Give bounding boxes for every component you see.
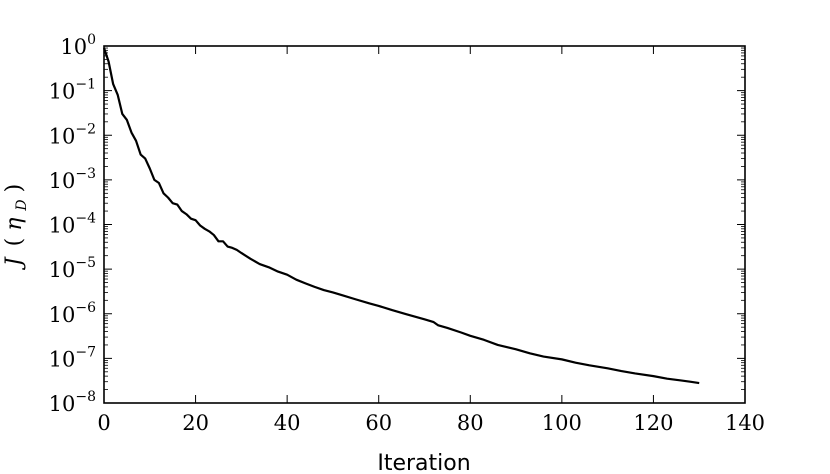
y-tick-label: 100 xyxy=(60,32,96,59)
y-axis-label-subscript: D xyxy=(14,199,30,211)
x-tick-label: 60 xyxy=(365,411,392,435)
ticks-layer xyxy=(103,45,746,404)
y-tick-label: 10−6 xyxy=(49,300,96,327)
x-tick-label: 100 xyxy=(542,411,582,435)
x-tick-label: 0 xyxy=(97,411,110,435)
y-axis-label-main: J xyxy=(2,256,27,270)
y-tick-label: 10−3 xyxy=(49,166,96,193)
y-axis-label-close-paren: ) xyxy=(2,184,27,193)
y-axis-label-eta: η xyxy=(2,218,27,231)
x-tick-label: 120 xyxy=(633,411,673,435)
x-tick-label: 80 xyxy=(457,411,484,435)
series-line xyxy=(102,47,700,385)
y-tick-label: 10−7 xyxy=(49,344,96,371)
tick-labels-layer: 0 20 40 60 80 100 120 140 100 10−1 10−2 10−3 10−4 10−… xyxy=(49,32,765,435)
x-tick-label: 20 xyxy=(182,411,209,435)
series-layer xyxy=(102,47,700,385)
y-tick-label: 10−4 xyxy=(49,211,96,238)
y-tick-label: 10−1 xyxy=(49,77,96,104)
y-tick-label: 10−8 xyxy=(49,389,96,416)
y-axis-label: J ( η D ) xyxy=(2,184,32,270)
x-tick-label: 140 xyxy=(725,411,765,435)
x-tick-label: 40 xyxy=(274,411,301,435)
y-tick-label: 10−2 xyxy=(49,121,96,148)
y-axis-label-open-paren: ( xyxy=(2,238,27,247)
x-axis-label: Iteration xyxy=(377,451,470,474)
y-tick-label: 10−5 xyxy=(49,255,96,282)
